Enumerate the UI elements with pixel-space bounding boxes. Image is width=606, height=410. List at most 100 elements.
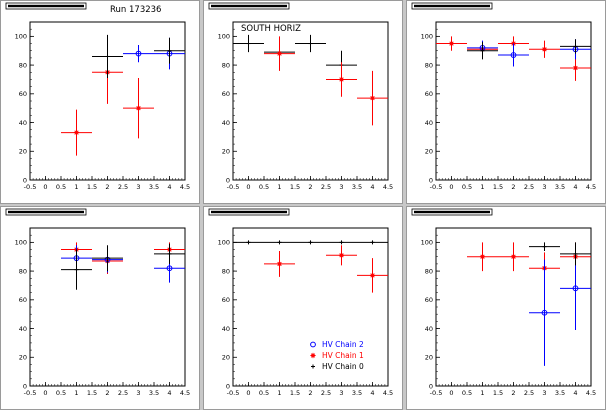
x-tick-label: 3.5 <box>352 389 362 397</box>
series-plus <box>467 39 591 60</box>
data-point <box>326 245 357 266</box>
x-tick-label: 2.5 <box>524 183 534 191</box>
panel-title-box-text <box>414 4 490 8</box>
y-tick-label: 80 <box>222 267 230 275</box>
plus-marker <box>105 256 110 261</box>
legend-label: HV Chain 1 <box>322 351 364 360</box>
x-tick-label: 0 <box>449 183 453 191</box>
plus-marker <box>167 48 172 53</box>
y-tick-label: 40 <box>19 325 27 333</box>
x-tick-label: 0.5 <box>462 183 472 191</box>
circle-marker <box>510 52 517 58</box>
data-point <box>529 40 560 58</box>
panel-title-box <box>411 208 493 216</box>
data-point <box>357 70 388 126</box>
y-tick-label: 60 <box>425 90 433 98</box>
plus-marker <box>246 41 251 46</box>
legend: HV Chain 2 HV Chain 1 HV Chain 0 <box>310 340 364 371</box>
panel-title-box <box>208 208 290 216</box>
x-tick-label: 1 <box>74 183 78 191</box>
x-tick-label: 2 <box>105 389 109 397</box>
y-tick-label: 80 <box>19 61 27 69</box>
y-tick-label: 60 <box>425 296 433 304</box>
star-marker-d2 <box>277 261 282 267</box>
plus-marker <box>105 54 110 59</box>
legend-star-icon-d2 <box>310 353 316 358</box>
legend-entry: HV Chain 0 <box>311 362 364 371</box>
legend-star-icon <box>310 352 316 359</box>
y-tick-label: 80 <box>222 61 230 69</box>
data-point <box>467 242 498 272</box>
data-point <box>436 36 467 51</box>
star-marker <box>338 252 345 258</box>
x-tick-label: -0.5 <box>430 183 443 191</box>
star-marker-d2 <box>449 41 454 46</box>
y-tick-label: 100 <box>421 239 433 247</box>
x-tick-label: 3 <box>542 389 546 397</box>
star-marker-d2 <box>136 106 141 111</box>
legend-plus-icon <box>311 364 315 369</box>
y-tick-label: 0 <box>429 176 433 184</box>
panel-title-box-text <box>211 4 287 8</box>
star-marker <box>572 65 579 71</box>
x-tick-label: 4 <box>370 183 374 191</box>
data-point <box>264 240 295 245</box>
star-marker <box>276 51 283 57</box>
series-star <box>264 245 388 293</box>
y-tick-label: 60 <box>19 296 27 304</box>
data-point <box>154 37 185 64</box>
x-tick-label: 4.5 <box>383 389 393 397</box>
x-tick-label: -0.5 <box>24 183 37 191</box>
data-point <box>264 36 295 71</box>
y-tick-label: 100 <box>15 239 27 247</box>
x-tick-label: 3 <box>136 183 140 191</box>
star-marker <box>338 76 345 83</box>
circle-marker <box>541 309 548 316</box>
y-tick-label: 20 <box>19 148 27 156</box>
x-tick-label: 4 <box>167 389 171 397</box>
y-tick-label: 20 <box>222 354 230 362</box>
panel-frame <box>203 206 403 410</box>
y-tick-label: 100 <box>218 239 230 247</box>
star-marker-d2 <box>542 47 547 52</box>
circle-marker <box>166 265 173 272</box>
star-marker-d2 <box>339 77 344 82</box>
x-tick-label: 4.5 <box>180 183 190 191</box>
data-point <box>233 34 264 53</box>
star-marker-d2 <box>573 65 578 71</box>
data-point <box>357 240 388 245</box>
x-tick-label: 1.5 <box>493 389 503 397</box>
panel-annotation: SOUTH HORIZ <box>241 24 301 34</box>
x-tick-label: 3 <box>542 183 546 191</box>
star-marker <box>448 40 455 47</box>
y-tick-label: 60 <box>19 90 27 98</box>
x-tick-label: 1 <box>480 389 484 397</box>
y-tick-label: 20 <box>425 148 433 156</box>
star-marker-d2 <box>339 253 344 258</box>
star-marker <box>276 261 283 267</box>
panel-title-box <box>5 208 87 216</box>
x-tick-label: 0 <box>43 389 47 397</box>
data-point <box>295 34 326 53</box>
y-tick-label: 20 <box>425 354 433 362</box>
x-tick-label: 2 <box>511 389 515 397</box>
x-tick-label: 4 <box>573 389 577 397</box>
x-tick-label: 0 <box>449 389 453 397</box>
y-tick-label: 40 <box>222 325 230 333</box>
data-point <box>560 39 591 54</box>
y-tick-label: 0 <box>226 176 230 184</box>
x-tick-label: 1 <box>74 389 78 397</box>
plus-marker <box>308 240 313 245</box>
plus-marker <box>542 244 547 249</box>
star-marker-d2 <box>74 130 79 135</box>
chart-panel-2: -0.5 0 0.5 1 1.5 2 2.5 3 3.5 4 4.5020406080100SOUT… <box>203 0 403 204</box>
y-tick-label: 0 <box>429 382 433 390</box>
x-tick-label: 2.5 <box>524 389 534 397</box>
legend-entry: HV Chain 1 <box>310 351 364 360</box>
series-plus <box>92 34 185 79</box>
x-tick-label: 3 <box>339 183 343 191</box>
